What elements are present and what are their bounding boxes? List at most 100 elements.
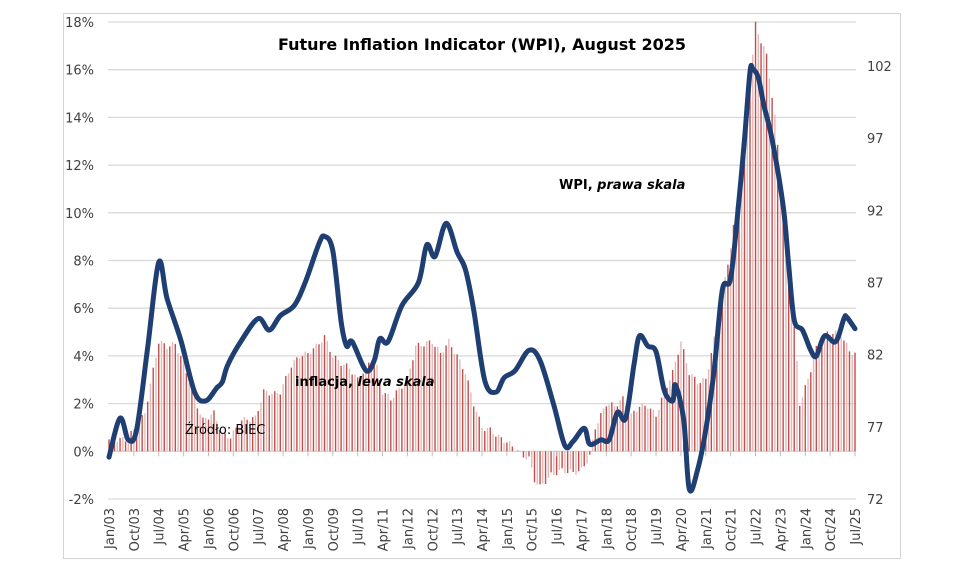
inflation-bar — [544, 451, 547, 484]
inflation-bar — [578, 451, 580, 472]
inflation-bar — [326, 341, 328, 452]
inflation-bar — [655, 416, 657, 452]
inflation-bar — [216, 421, 218, 452]
inflation-bar — [169, 346, 171, 452]
inflation-bar — [321, 342, 323, 452]
left-axis-label: 4% — [73, 350, 94, 365]
inflation-bar — [566, 451, 569, 474]
inflation-bar — [757, 34, 759, 452]
inflation-bar — [345, 363, 348, 452]
x-axis-label: Apr/20 — [675, 508, 690, 551]
inflation-bar — [616, 406, 619, 452]
inflation-bar — [580, 451, 583, 468]
inflation-bar — [251, 417, 254, 452]
source-note: Źródło: BIEC — [185, 422, 265, 438]
left-axis-label: 16% — [65, 64, 94, 79]
inflation-bar — [373, 356, 375, 452]
inflation-bar — [622, 396, 624, 452]
inflation-bar — [542, 451, 544, 484]
inflation-bar — [495, 436, 497, 452]
inflation-bar — [334, 355, 337, 452]
inflation-bar — [390, 400, 392, 452]
inflation-bar — [752, 54, 754, 452]
inflation-bar — [240, 420, 243, 452]
inflation-bar — [812, 359, 815, 452]
inflation-bar — [202, 417, 204, 452]
inflation-bar — [362, 373, 364, 452]
inflation-bar — [180, 356, 182, 452]
inflation-bar — [119, 437, 121, 452]
inflation-bar — [503, 442, 505, 452]
inflation-bar — [636, 411, 638, 452]
inflation-bar — [116, 442, 118, 452]
left-axis-label: 12% — [65, 159, 94, 174]
inflation-bar — [232, 430, 235, 452]
inflation-bar — [426, 341, 428, 452]
inflation-bar — [799, 405, 801, 452]
x-axis-label: Jul/25 — [849, 508, 864, 546]
inflation-bar — [492, 434, 494, 452]
inflation-bar — [718, 313, 721, 452]
inflation-bar — [776, 144, 779, 452]
inflation-bar — [332, 357, 334, 452]
inflation-bar — [356, 377, 359, 452]
inflation-bar — [265, 390, 268, 452]
inflation-bar — [450, 347, 453, 452]
x-axis-label: Apr/11 — [377, 508, 392, 551]
inflation-bar — [381, 394, 384, 452]
inflation-bar — [138, 423, 141, 452]
inflation-bar — [815, 345, 818, 452]
inflation-bar — [732, 224, 735, 452]
inflation-bar — [669, 380, 671, 452]
inflation-bar — [536, 451, 538, 485]
inflation-bar — [437, 346, 439, 452]
inflation-bar — [840, 337, 842, 452]
inflation-bar — [199, 414, 201, 452]
inflation-bar — [486, 427, 489, 452]
inflation-bar — [108, 439, 110, 452]
inflation-bar — [721, 295, 724, 452]
inflation-bar — [315, 343, 317, 452]
inflation-bar — [597, 423, 599, 452]
inflation-bar — [420, 346, 422, 452]
inflation-bar — [224, 433, 226, 452]
inflation-bar — [854, 352, 856, 452]
inflation-bar — [760, 43, 762, 452]
inflation-bar — [605, 406, 608, 452]
inflation-bar — [113, 440, 116, 452]
inflation-bar — [564, 451, 566, 474]
inflation-bar — [754, 21, 757, 452]
inflation-bar — [376, 364, 378, 452]
inflation-bar — [638, 406, 641, 452]
inflation-bar — [569, 451, 572, 470]
inflation-bar — [163, 343, 165, 452]
inflation-bar — [575, 451, 577, 475]
wpi-label-text: WPI, — [559, 178, 597, 193]
inflation-bar — [337, 359, 340, 452]
inflation-bar — [213, 410, 215, 452]
inflation-bar — [558, 451, 561, 470]
inflation-bar — [826, 331, 829, 452]
inflation-bar — [384, 393, 386, 452]
inflation-bar — [658, 409, 660, 452]
inflation-bar — [749, 89, 751, 452]
inflation-bar — [188, 383, 190, 452]
inflation-bar — [368, 362, 370, 452]
inflation-bar — [395, 390, 398, 452]
x-axis-label: Jan/06 — [202, 508, 217, 550]
inflation-bar — [243, 416, 246, 452]
inflation-bar — [818, 344, 820, 452]
inflation-bar — [268, 395, 270, 452]
right-axis-label: 72 — [867, 493, 884, 508]
inflation-bar — [608, 404, 610, 452]
inflation-bar — [807, 378, 809, 452]
left-axis-label: 0% — [73, 445, 94, 460]
x-axis-label: Apr/05 — [178, 508, 193, 551]
inflation-label-text: inflacja, — [295, 375, 358, 390]
inflation-bar — [453, 353, 456, 452]
x-axis-ticks — [108, 451, 856, 457]
x-axis-label: Oct/18 — [625, 508, 640, 551]
inflation-bar — [696, 384, 699, 452]
inflation-bar — [329, 351, 331, 452]
inflation-bar — [196, 408, 199, 452]
